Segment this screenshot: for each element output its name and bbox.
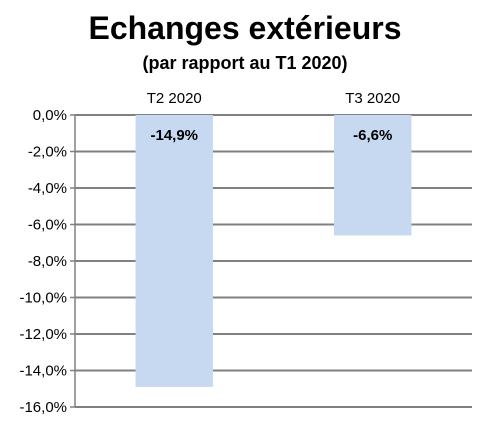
y-tick-label: -12,0% (19, 326, 67, 343)
category-label: T3 2020 (345, 90, 400, 107)
chart-title: Echanges extérieurs (88, 10, 402, 46)
y-tick-label: -16,0% (19, 399, 67, 416)
y-tick-label: -4,0% (28, 180, 67, 197)
gridlines (75, 114, 472, 408)
data-label: -6,6% (353, 127, 392, 144)
bar (135, 115, 213, 387)
y-tick-label: -2,0% (28, 144, 67, 161)
category-label: T2 2020 (147, 90, 202, 107)
y-tick-label: -8,0% (28, 253, 67, 270)
y-tick-label: 0,0% (33, 107, 67, 124)
y-axis (70, 114, 76, 408)
bar (334, 115, 412, 236)
labels: 0,0% -2,0% -4,0% -6,0% -8,0% -10,0% -12,0% -14,… (19, 90, 400, 416)
data-label: -14,9% (150, 127, 198, 144)
y-tick-label: -6,0% (28, 217, 67, 234)
bars (135, 115, 412, 387)
y-tick-label: -10,0% (19, 290, 67, 307)
y-tick-label: -14,0% (19, 363, 67, 380)
chart-subtitle: (par rapport au T1 2020) (142, 53, 348, 73)
